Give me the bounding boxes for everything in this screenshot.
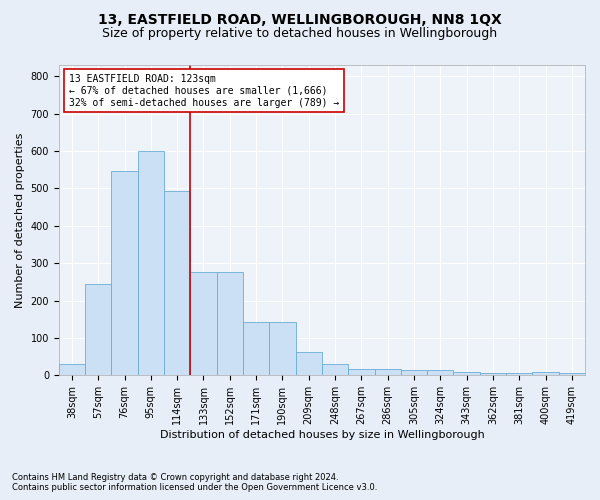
X-axis label: Distribution of detached houses by size in Wellingborough: Distribution of detached houses by size …	[160, 430, 484, 440]
Bar	[374, 368, 401, 376]
Text: Contains HM Land Registry data © Crown copyright and database right 2024.: Contains HM Land Registry data © Crown c…	[12, 472, 338, 482]
Bar	[506, 374, 532, 376]
Bar	[427, 370, 454, 376]
Bar	[480, 374, 506, 376]
Bar	[164, 191, 190, 376]
Bar	[401, 370, 427, 376]
Bar	[138, 151, 164, 376]
Text: 13 EASTFIELD ROAD: 123sqm
← 67% of detached houses are smaller (1,666)
32% of se: 13 EASTFIELD ROAD: 123sqm ← 67% of detac…	[70, 74, 340, 108]
Bar	[296, 352, 322, 376]
Bar	[243, 322, 269, 376]
Bar	[322, 364, 348, 376]
Bar	[269, 322, 296, 376]
Y-axis label: Number of detached properties: Number of detached properties	[15, 132, 25, 308]
Text: Contains public sector information licensed under the Open Government Licence v3: Contains public sector information licen…	[12, 482, 377, 492]
Bar	[59, 364, 85, 376]
Bar	[454, 372, 480, 376]
Bar	[112, 171, 138, 376]
Bar	[532, 372, 559, 376]
Text: 13, EASTFIELD ROAD, WELLINGBOROUGH, NN8 1QX: 13, EASTFIELD ROAD, WELLINGBOROUGH, NN8 …	[98, 12, 502, 26]
Bar	[217, 272, 243, 376]
Bar	[348, 368, 374, 376]
Bar	[559, 374, 585, 376]
Bar	[85, 284, 112, 376]
Text: Size of property relative to detached houses in Wellingborough: Size of property relative to detached ho…	[103, 28, 497, 40]
Bar	[190, 272, 217, 376]
